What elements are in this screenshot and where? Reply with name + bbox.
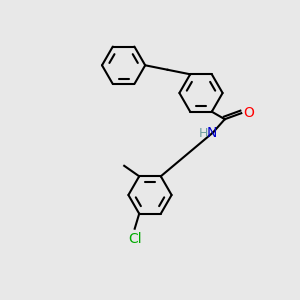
Text: O: O: [244, 106, 255, 120]
Text: Cl: Cl: [128, 232, 142, 246]
Text: N: N: [207, 126, 217, 140]
Text: H: H: [199, 127, 208, 140]
